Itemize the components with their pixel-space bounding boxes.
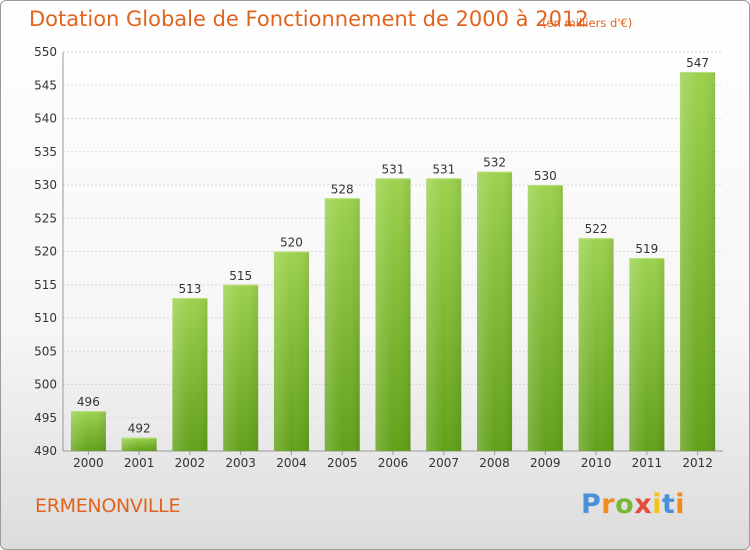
data-label: 531 <box>382 162 405 176</box>
bar-shade-2004 <box>273 251 309 451</box>
y-tick-label: 495 <box>34 411 57 425</box>
x-tick-label: 2001 <box>124 456 155 470</box>
x-tick-label: 2011 <box>632 456 663 470</box>
y-tick-label: 520 <box>34 245 57 259</box>
data-label: 513 <box>178 282 201 296</box>
bar-shade-2010 <box>578 238 614 451</box>
logo-letter: t <box>661 489 676 520</box>
bar-shade-2006 <box>375 178 411 451</box>
bar-shade-2002 <box>172 298 208 451</box>
proxiti-logo: Proxiti <box>581 489 685 520</box>
y-tick-label: 490 <box>34 444 57 458</box>
x-tick-label: 2006 <box>378 456 409 470</box>
bars <box>70 71 716 451</box>
bar-shade-2001 <box>121 437 157 451</box>
x-tick-label: 2000 <box>73 456 104 470</box>
logo-letter: o <box>615 489 635 520</box>
data-label: 531 <box>432 162 455 176</box>
bar-shade-2009 <box>527 185 563 451</box>
data-label: 530 <box>534 169 557 183</box>
data-label: 547 <box>686 56 709 70</box>
data-labels: 496 492 513 515 520 528 531 531 532 530 522 519 547 <box>77 56 709 436</box>
bar-shade-2007 <box>426 178 462 451</box>
x-tick-label: 2007 <box>428 456 459 470</box>
data-label: 522 <box>585 222 608 236</box>
x-tick-label: 2009 <box>530 456 561 470</box>
x-tick-label: 2005 <box>327 456 358 470</box>
y-tick-label: 550 <box>34 45 57 59</box>
chart-title: Dotation Globale de Fonctionnement de 20… <box>29 7 589 31</box>
y-tick-label: 505 <box>34 344 57 358</box>
x-tick-label: 2008 <box>479 456 510 470</box>
logo-letter: x <box>634 489 653 520</box>
data-label: 496 <box>77 395 100 409</box>
bar-shade-2005 <box>324 198 360 451</box>
data-label: 520 <box>280 236 303 250</box>
logo-letter: i <box>652 489 662 520</box>
x-tick-label: 2010 <box>581 456 612 470</box>
x-tick-label: 2012 <box>682 456 713 470</box>
logo-letter: P <box>581 489 602 520</box>
data-label: 532 <box>483 156 506 170</box>
bar-shade-2008 <box>477 171 513 451</box>
y-tick-label: 510 <box>34 311 57 325</box>
bar-shade-2011 <box>629 258 665 451</box>
data-label: 515 <box>229 269 252 283</box>
axes: 490 495 500 505 510 515 520 525 530 535 540 545 550 2… <box>34 45 723 470</box>
commune-name: ERMENONVILLE <box>35 495 181 517</box>
y-tick-label: 545 <box>34 78 57 92</box>
y-tick-label: 540 <box>34 112 57 126</box>
logo-letter: i <box>675 489 686 520</box>
y-tick-label: 515 <box>34 278 57 292</box>
unit-label: (en milliers d'€) <box>542 16 633 30</box>
data-label: 528 <box>331 182 354 196</box>
y-tick-label: 535 <box>34 145 57 159</box>
y-tick-label: 530 <box>34 178 57 192</box>
x-tick-label: 2003 <box>225 456 256 470</box>
y-tick-label: 525 <box>34 211 57 225</box>
x-tick-label: 2002 <box>175 456 206 470</box>
data-label: 519 <box>635 242 658 256</box>
bar-shade-2012 <box>680 71 716 451</box>
bar-shade-2003 <box>223 284 259 451</box>
y-tick-label: 500 <box>34 378 57 392</box>
x-tick-label: 2004 <box>276 456 307 470</box>
logo-letter: r <box>601 489 616 520</box>
bar-shade-2000 <box>70 411 106 451</box>
data-label: 492 <box>128 422 151 436</box>
